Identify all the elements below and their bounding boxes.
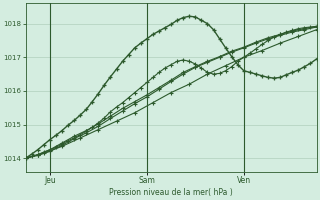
X-axis label: Pression niveau de la mer( hPa ): Pression niveau de la mer( hPa ): [109, 188, 233, 197]
